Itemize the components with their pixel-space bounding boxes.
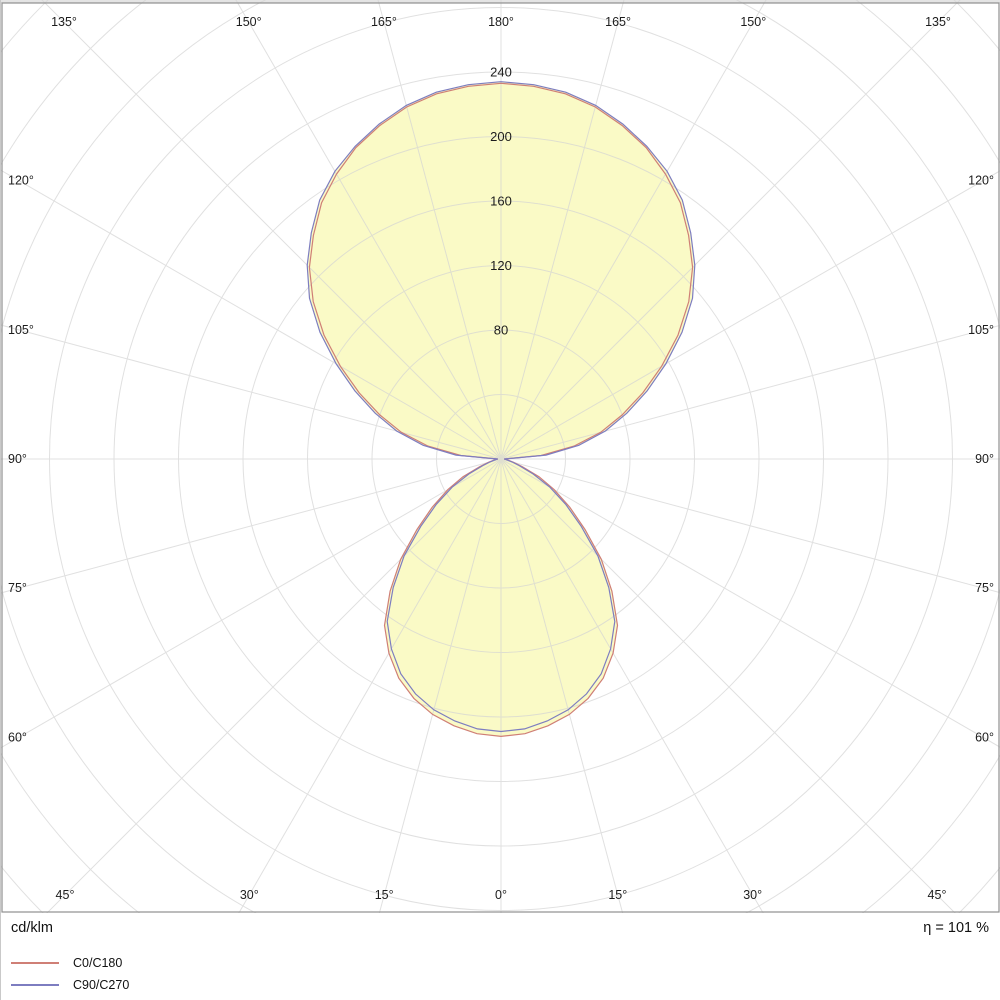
ring-value-labels: 80 120 160 200 240 bbox=[490, 65, 512, 338]
grid-radial-line bbox=[500, 458, 956, 913]
grid-radial-line bbox=[1, 458, 502, 749]
angle-label-right: 90° bbox=[975, 452, 994, 466]
curve-c0-c180 bbox=[308, 82, 694, 738]
angle-label-right: 60° bbox=[975, 730, 994, 744]
plot-border bbox=[1, 2, 1000, 913]
grid-radial-line bbox=[41, 0, 502, 460]
grid-radial-line bbox=[500, 170, 1000, 460]
grid-radial-line bbox=[378, 458, 502, 913]
legend-item-c0-c180: C0/C180 bbox=[11, 952, 129, 974]
angle-label-left: 105° bbox=[8, 323, 34, 337]
grid-ring bbox=[242, 200, 760, 718]
ring-value-label: 80 bbox=[494, 323, 508, 338]
grid-radial-line bbox=[1, 324, 502, 460]
angle-label-top: 180° bbox=[488, 15, 514, 29]
angle-label-top: 135° bbox=[51, 15, 77, 29]
angle-label-bottom: 45° bbox=[928, 888, 947, 902]
grid-radial-line bbox=[500, 0, 961, 460]
ring-value-label: 200 bbox=[490, 129, 512, 144]
efficiency-label: η = 101 % bbox=[923, 920, 989, 936]
angle-label-top: 165° bbox=[605, 15, 631, 29]
grid-radial-line bbox=[377, 0, 502, 460]
grid-ring bbox=[307, 265, 695, 653]
legend-label-c90-c270: C90/C270 bbox=[73, 978, 130, 992]
intensity-curves bbox=[306, 81, 696, 738]
angle-label-top: 150° bbox=[740, 15, 766, 29]
ring-value-label: 240 bbox=[490, 65, 512, 80]
grid-radial-line bbox=[238, 458, 502, 913]
angle-label-bottom: 0° bbox=[495, 888, 507, 902]
angle-label-top: 150° bbox=[236, 15, 262, 29]
polar-grid bbox=[1, 0, 1000, 913]
legend-swatch-c90-c270-icon bbox=[11, 984, 59, 986]
grid-radial-line bbox=[1, 169, 502, 460]
grid-ring bbox=[436, 394, 566, 524]
angle-label-bottom: 45° bbox=[56, 888, 75, 902]
grid-radial-line bbox=[500, 458, 624, 913]
grid-radial-line bbox=[1, 458, 502, 594]
angle-label-bottom: 15° bbox=[375, 888, 394, 902]
grid-radial-line bbox=[500, 0, 767, 460]
grid-radial-line bbox=[500, 458, 1000, 748]
legend-label-c0-c180: C0/C180 bbox=[73, 956, 123, 970]
curve-c90-c270 bbox=[306, 81, 696, 733]
ring-value-label: 120 bbox=[490, 258, 512, 273]
angle-label-right: 120° bbox=[968, 174, 994, 188]
angle-label-bottom: 30° bbox=[743, 888, 762, 902]
grid-radial-line bbox=[235, 0, 502, 460]
grid-ring bbox=[49, 7, 953, 911]
grid-ring bbox=[113, 71, 889, 847]
angle-label-left: 75° bbox=[8, 581, 27, 595]
legend-swatch-c0-c180-icon bbox=[11, 962, 59, 964]
chart-footer: cd/klm η = 101 % bbox=[1, 918, 1000, 940]
grid-radial-line bbox=[500, 458, 764, 913]
grid-radial-line bbox=[500, 0, 625, 460]
angle-label-left: 60° bbox=[8, 730, 27, 744]
grid-radial-line bbox=[500, 458, 1000, 594]
grid-ring bbox=[371, 329, 631, 589]
legend: C0/C180 C90/C270 bbox=[11, 952, 129, 996]
grid-ring bbox=[178, 136, 824, 782]
angle-label-top: 165° bbox=[371, 15, 397, 29]
legend-item-c90-c270: C90/C270 bbox=[11, 974, 129, 996]
unit-label: cd/klm bbox=[11, 920, 53, 936]
angle-label-right: 105° bbox=[968, 323, 994, 337]
angle-label-top: 135° bbox=[925, 15, 951, 29]
angle-label-bottom: 15° bbox=[608, 888, 627, 902]
ring-value-label: 160 bbox=[490, 194, 512, 209]
grid-radial-line bbox=[46, 458, 502, 913]
angle-label-bottom: 30° bbox=[240, 888, 259, 902]
angle-label-left: 120° bbox=[8, 174, 34, 188]
angle-label-right: 75° bbox=[975, 581, 994, 595]
angle-labels: 135° 150° 165° 180° 165° 150° 135° 45° 30° 15° 0° 1… bbox=[8, 15, 994, 902]
angle-label-left: 90° bbox=[8, 452, 27, 466]
grid-radial-line bbox=[500, 324, 1000, 460]
